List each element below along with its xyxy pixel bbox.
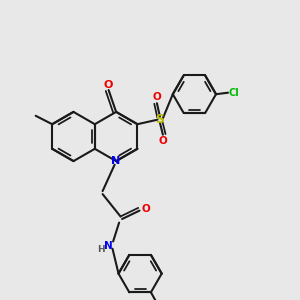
Text: N: N bbox=[104, 241, 113, 251]
Text: O: O bbox=[152, 92, 161, 102]
Text: O: O bbox=[158, 136, 167, 146]
Text: H: H bbox=[97, 245, 105, 254]
Text: S: S bbox=[155, 113, 164, 126]
Text: O: O bbox=[141, 204, 150, 214]
Text: N: N bbox=[112, 156, 121, 166]
Text: Cl: Cl bbox=[229, 88, 239, 98]
Text: O: O bbox=[104, 80, 113, 90]
